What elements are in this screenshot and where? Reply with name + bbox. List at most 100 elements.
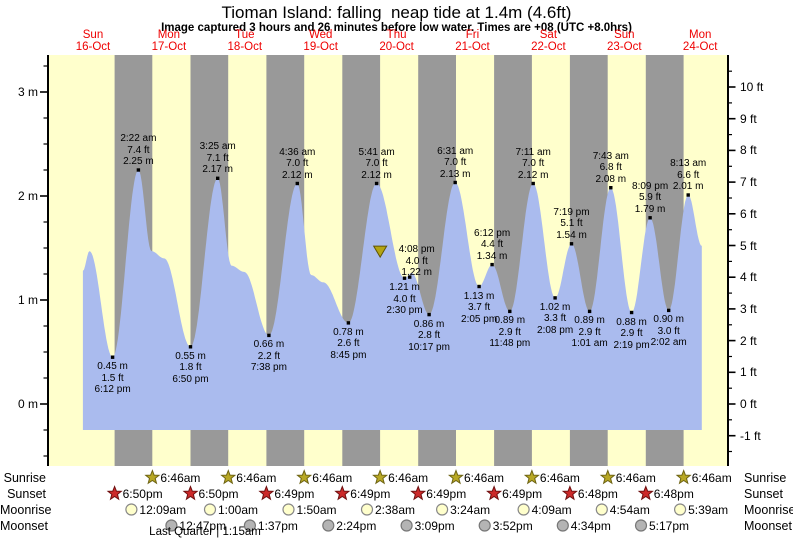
sunrise-time: 6:46am	[312, 470, 353, 485]
sunrise-time: 6:46am	[691, 470, 732, 485]
tide-low-annotation: 0.66 m 2.2 ft 7:38 pm	[231, 339, 307, 374]
annotation-line: 11:48 pm	[489, 338, 531, 350]
day-label: Wed 19-Oct	[289, 29, 353, 53]
moonset-circle-icon	[400, 519, 413, 532]
right-axis-tick-label: -1 ft	[740, 428, 761, 443]
tide-low-annotation: 0.55 m 1.8 ft 6:50 pm	[153, 351, 229, 386]
annotation-line: 2:08 pm	[537, 324, 574, 336]
moonrise-circle-icon	[282, 503, 295, 516]
annotation-line: 1:01 am	[571, 338, 608, 350]
tide-point-dot	[667, 308, 671, 313]
tide-point-dot	[477, 284, 481, 289]
annotation-line: 5:41 am	[358, 146, 395, 158]
annotation-line: 2.9 ft	[578, 326, 601, 338]
day-label: Sat 22-Oct	[516, 29, 580, 53]
tide-high-annotation: 7:43 am 6.8 ft 2.08 m	[573, 151, 649, 186]
annotation-line: 2.01 m	[672, 181, 704, 192]
annotation-line: 2.6 ft	[337, 338, 360, 350]
day-date: 17-Oct	[151, 41, 187, 53]
day-label: Sun 23-Oct	[592, 29, 656, 53]
annotation-line: 8:45 pm	[330, 349, 367, 361]
right-axis-tick-label: 2 ft	[740, 333, 757, 348]
right-axis-tick-label: 9 ft	[740, 111, 757, 126]
sunset-time: 6:49pm	[426, 486, 467, 501]
moonrise-time: 2:38am	[375, 502, 416, 517]
day-label: Mon 24-Oct	[668, 29, 732, 53]
chart-title: Tioman Island: falling neap tide at 1.4m…	[221, 3, 572, 22]
sunset-star-icon	[637, 485, 654, 501]
annotation-line: 6.6 ft	[677, 169, 700, 181]
right-axis-tick-label: 10 ft	[740, 80, 764, 94]
tide-point-dot	[346, 321, 351, 325]
annotation-line: 1.54 m	[556, 229, 587, 241]
moonrise-circle-icon	[203, 503, 217, 516]
almanac-row-label-right-moonset: Moonset	[744, 518, 792, 533]
tide-low-annotation: 0.78 m 2.6 ft 8:45 pm	[310, 327, 386, 362]
annotation-line: 5.9 ft	[638, 192, 662, 204]
annotation-line: 7:43 am	[592, 150, 629, 162]
sunset-time: 6:49pm	[502, 486, 543, 501]
day-name: Sun	[614, 29, 635, 41]
annotation-line: 0.45 m	[97, 361, 128, 373]
almanac-row-label-left-moonrise: Moonrise	[0, 502, 52, 517]
tide-point-dot	[408, 275, 412, 279]
sunrise-star-icon	[523, 469, 540, 485]
tide-point-dot	[402, 276, 407, 280]
day-label: Sun 16-Oct	[61, 29, 125, 53]
almanac-row-label-left-sunrise: Sunrise	[3, 470, 46, 485]
annotation-line: 6:12 pm	[94, 384, 131, 396]
sunrise-star-icon	[296, 469, 313, 485]
sunrise-star-icon	[144, 469, 161, 485]
annotation-line: 2.9 ft	[498, 326, 521, 338]
annotation-line: 1.21 m	[389, 282, 420, 294]
sunset-star-icon	[182, 485, 199, 501]
annotation-line: 4.0 ft	[405, 255, 428, 267]
tide-point-dot	[453, 180, 457, 185]
annotation-line: 7.4 ft	[127, 144, 150, 156]
capture-marker-icon	[372, 245, 388, 259]
annotation-line: 7.0 ft	[522, 158, 545, 169]
day-date: 22-Oct	[531, 41, 566, 53]
moonrise-circle-icon	[436, 503, 449, 516]
sunset-time: 6:50pm	[198, 486, 239, 501]
right-axis-tick-label: 8 ft	[740, 143, 757, 158]
moonrise-time: 5:39am	[688, 502, 729, 517]
moonrise-time: 1:00am	[218, 502, 259, 517]
annotation-line: 7.0 ft	[286, 158, 309, 169]
sunrise-star-icon	[599, 469, 616, 485]
annotation-line: 2.8 ft	[417, 330, 441, 342]
moonset-time: 1:37pm	[257, 518, 298, 533]
annotation-line: 1.13 m	[463, 290, 495, 302]
sunset-time: 6:49pm	[350, 486, 391, 501]
tide-low-annotation: 0.86 m 2.8 ft 10:17 pm	[391, 319, 467, 354]
annotation-line: 8:09 pm	[632, 180, 669, 192]
annotation-line: 2:30 pm	[386, 305, 423, 317]
left-axis-tick-label: 3 m	[17, 85, 38, 99]
moonset-circle-icon	[243, 519, 256, 532]
moonset-circle-icon	[634, 519, 648, 532]
sunset-time: 6:48pm	[653, 486, 694, 501]
moonset-circle-icon	[556, 519, 569, 532]
annotation-line: 2.25 m	[123, 156, 154, 167]
annotation-line: 0.86 m	[413, 318, 445, 330]
sunset-star-icon	[106, 485, 123, 501]
right-axis-tick-label: 7 ft	[740, 175, 757, 190]
moonset-circle-icon	[478, 519, 491, 532]
sunset-star-icon	[486, 485, 503, 501]
right-axis-tick-label: 6 ft	[740, 206, 757, 221]
tide-point-dot	[531, 181, 535, 186]
tide-high-annotation: 5:41 am 7.0 ft 2.12 m	[339, 147, 415, 182]
sunrise-star-icon	[675, 469, 692, 485]
day-date: 23-Oct	[607, 41, 642, 53]
moonrise-circle-icon	[125, 503, 138, 516]
day-date: 24-Oct	[682, 41, 718, 53]
almanac-row-label-left-moonset: Moonset	[0, 518, 48, 533]
moonset-time: 2:24pm	[336, 518, 377, 533]
annotation-line: 7:19 pm	[553, 206, 590, 218]
annotation-line: 0.89 m	[494, 315, 526, 327]
moonset-time: 12:47pm	[179, 518, 227, 533]
almanac-row-label-right-moonrise: Moonrise	[744, 502, 793, 517]
tide-high-annotation: 4:36 am 7.0 ft 2.12 m	[259, 147, 335, 182]
annotation-line: 2.2 ft	[257, 350, 281, 362]
